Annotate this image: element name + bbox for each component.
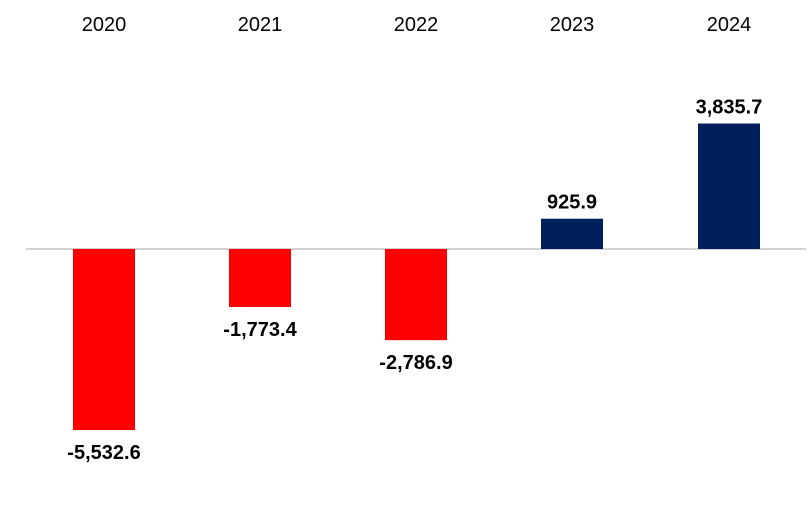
category-label-2023: 2023 (550, 14, 595, 36)
bar-2023 (541, 218, 603, 249)
value-label-2020: -5,532.6 (67, 442, 140, 464)
value-labels: -5,532.6 -1,773.4 -2,786.9 925.9 3,835.7 (67, 97, 762, 464)
category-label-2024: 2024 (707, 14, 752, 36)
value-label-2022: -2,786.9 (379, 352, 452, 374)
category-label-2020: 2020 (82, 14, 127, 36)
bars (73, 123, 760, 430)
bar-2024 (698, 123, 760, 249)
value-label-2024: 3,835.7 (696, 97, 763, 119)
bar-2021 (229, 249, 291, 308)
bar-2020 (73, 249, 135, 430)
value-label-2021: -1,773.4 (223, 319, 297, 341)
value-label-2023: 925.9 (547, 192, 597, 214)
category-label-2022: 2022 (394, 14, 439, 36)
category-labels: 2020 2021 2022 2023 2024 (82, 14, 752, 36)
category-label-2021: 2021 (238, 14, 283, 36)
bar-2022 (385, 249, 447, 341)
